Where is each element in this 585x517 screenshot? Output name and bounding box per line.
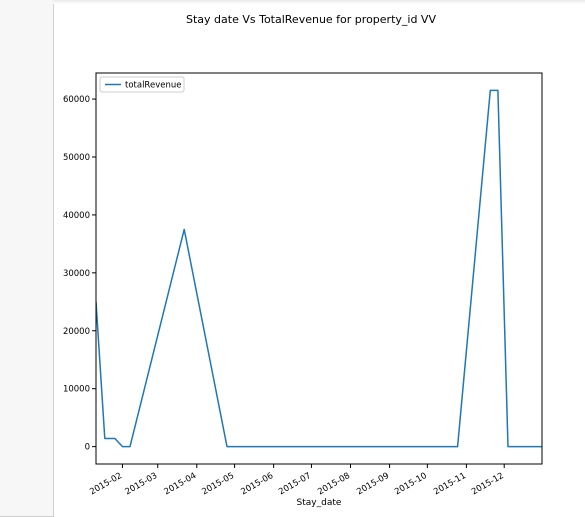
y-tick-label: 0 [85,443,90,453]
x-tick-label: 2015-08 [316,471,352,497]
x-tick-label: 2015-03 [123,471,159,497]
x-tick-label: 2015-10 [393,471,429,497]
x-tick-label: 2015-09 [355,471,391,497]
x-axis-ticks: 2015-02 2015-03 2015-04 2015-05 2015-06 2015-… [88,464,506,497]
y-tick-label: 30000 [63,269,90,279]
y-tick-label: 40000 [63,211,90,221]
x-tick-label: 2015-04 [163,471,199,497]
x-tick-label: 2015-11 [432,471,468,497]
legend: totalRevenue [100,77,184,92]
x-tick-label: 2015-12 [470,471,506,497]
x-axis-label: Stay_date [297,498,342,508]
y-tick-label: 50000 [63,153,90,163]
chart-title: Stay date Vs TotalRevenue for property_i… [186,13,436,26]
plot-frame [96,73,542,464]
y-axis-ticks: 0 10000 20000 30000 40000 50000 60000 [63,95,96,453]
legend-entry: totalRevenue [125,81,181,91]
x-tick-label: 2015-06 [239,471,275,497]
x-tick-label: 2015-07 [277,471,313,497]
y-tick-label: 20000 [63,327,90,337]
series-line-totalRevenue [96,90,542,446]
x-tick-label: 2015-05 [200,471,236,497]
x-tick-label: 2015-02 [88,471,124,497]
y-tick-label: 60000 [63,95,90,105]
plot-area [96,90,542,446]
y-tick-label: 10000 [63,385,90,395]
